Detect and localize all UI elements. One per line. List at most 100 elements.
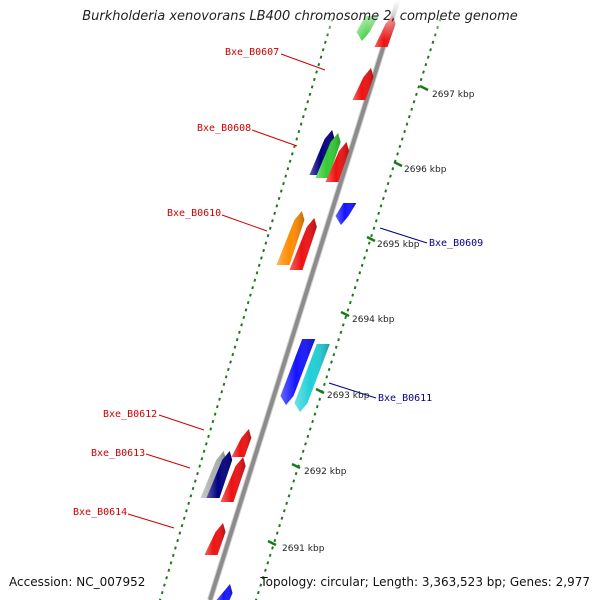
inner-tick-row bbox=[254, 18, 442, 600]
feature-shade-b0613-red bbox=[220, 457, 246, 502]
tick bbox=[372, 226, 376, 230]
tick bbox=[290, 486, 293, 491]
tick bbox=[253, 278, 257, 282]
tick bbox=[268, 226, 272, 230]
tick bbox=[211, 419, 215, 424]
scale-label-2697: 2697 kbp bbox=[432, 90, 475, 100]
leader-line-b0610 bbox=[221, 214, 268, 232]
tick bbox=[246, 300, 250, 305]
tick bbox=[386, 181, 390, 186]
feature-shade-b0613-navy bbox=[206, 451, 233, 498]
tick bbox=[358, 271, 362, 275]
tick bbox=[193, 479, 197, 483]
tick bbox=[257, 263, 261, 268]
backbone-line bbox=[208, 0, 400, 600]
tick bbox=[163, 583, 166, 587]
gene-label-b0612[interactable]: Bxe_B0612 bbox=[103, 409, 157, 420]
tick bbox=[341, 323, 345, 327]
gene-label-b0609[interactable]: Bxe_B0609 bbox=[429, 238, 483, 249]
gene-label-b0608[interactable]: Bxe_B0608 bbox=[197, 123, 251, 134]
tick bbox=[202, 449, 206, 453]
tick bbox=[365, 248, 369, 253]
tick bbox=[165, 576, 168, 580]
feature-shade-b0610-orange bbox=[276, 211, 305, 265]
feature-shade-b0608-green bbox=[315, 133, 341, 178]
tick bbox=[377, 211, 381, 215]
feature-shade-b0613-gray bbox=[200, 451, 227, 498]
tick bbox=[353, 286, 357, 290]
tick bbox=[277, 196, 281, 201]
scale-labels: 2697 kbp 2696 kbp 2695 kbp 2694 kbp 2693 kbp… bbox=[282, 90, 475, 554]
tick bbox=[384, 189, 388, 193]
gene-label-b0611[interactable]: Bxe_B0611 bbox=[378, 393, 432, 404]
tick bbox=[176, 538, 179, 543]
tick bbox=[306, 434, 310, 439]
tick bbox=[304, 442, 307, 446]
tick bbox=[431, 40, 435, 44]
scale-label-2692: 2692 kbp bbox=[304, 467, 347, 477]
tick bbox=[287, 494, 291, 498]
tick bbox=[325, 375, 329, 379]
gene-label-b0613[interactable]: Bxe_B0613 bbox=[91, 448, 145, 459]
gene-label-b0607[interactable]: Bxe_B0607 bbox=[225, 47, 279, 58]
tick bbox=[282, 181, 285, 186]
tick bbox=[224, 375, 228, 379]
tick bbox=[242, 315, 246, 320]
tick bbox=[268, 553, 272, 558]
tick bbox=[323, 382, 326, 386]
tick bbox=[317, 62, 321, 67]
scale-label-2693: 2693 kbp bbox=[327, 391, 370, 401]
tick bbox=[273, 538, 277, 543]
tick bbox=[282, 509, 286, 513]
tick bbox=[308, 427, 312, 431]
tick bbox=[227, 367, 230, 372]
gene-label-b0610[interactable]: Bxe_B0610 bbox=[167, 208, 221, 219]
top-fade bbox=[0, 0, 600, 40]
tick bbox=[344, 315, 348, 320]
tick bbox=[256, 590, 260, 595]
tick bbox=[185, 509, 188, 513]
tick bbox=[235, 338, 239, 342]
tick bbox=[396, 152, 399, 156]
tick bbox=[348, 300, 352, 305]
tick bbox=[209, 427, 213, 431]
gene-label-b0614[interactable]: Bxe_B0614 bbox=[73, 507, 127, 518]
leader-line-b0608 bbox=[251, 129, 298, 147]
feature-shade-b0608-red bbox=[325, 142, 349, 182]
major-tick bbox=[267, 539, 277, 547]
tick bbox=[218, 397, 221, 401]
tick bbox=[160, 590, 164, 595]
leader-line-b0614 bbox=[127, 513, 175, 529]
feature-shade-b0611-blue bbox=[280, 339, 316, 405]
feature-shade-b0610-red bbox=[289, 218, 317, 270]
tick bbox=[207, 434, 210, 439]
tick bbox=[370, 234, 373, 238]
tick bbox=[351, 293, 355, 297]
feature-shade-b0609-blue bbox=[335, 203, 357, 225]
tick bbox=[215, 405, 219, 409]
leader-line-b0611 bbox=[328, 382, 377, 399]
gene-labels: Bxe_B0607 Bxe_B0608 Bxe_B0610 Bxe_B0609 Bxe_… bbox=[73, 47, 483, 518]
tick bbox=[280, 516, 284, 520]
tick bbox=[262, 248, 265, 253]
tick bbox=[182, 516, 186, 520]
tick bbox=[417, 85, 421, 89]
tick bbox=[299, 457, 303, 461]
tick bbox=[240, 323, 243, 327]
tick bbox=[419, 77, 423, 82]
tick bbox=[260, 256, 263, 260]
tick bbox=[400, 137, 404, 141]
major-tick bbox=[366, 235, 376, 243]
page-title: Burkholderia xenovorans LB400 chromosome… bbox=[82, 9, 518, 24]
tick bbox=[318, 397, 322, 401]
tick bbox=[356, 278, 359, 282]
tick bbox=[158, 598, 162, 600]
leader-line-b0613 bbox=[145, 453, 191, 469]
tick bbox=[308, 92, 312, 96]
tick bbox=[319, 55, 323, 59]
tick bbox=[264, 241, 268, 245]
feature-shade-b0611-cyan bbox=[294, 344, 330, 412]
outer-tick-row bbox=[158, 18, 334, 600]
scale-label-2696: 2696 kbp bbox=[404, 165, 447, 175]
tick bbox=[200, 457, 204, 461]
